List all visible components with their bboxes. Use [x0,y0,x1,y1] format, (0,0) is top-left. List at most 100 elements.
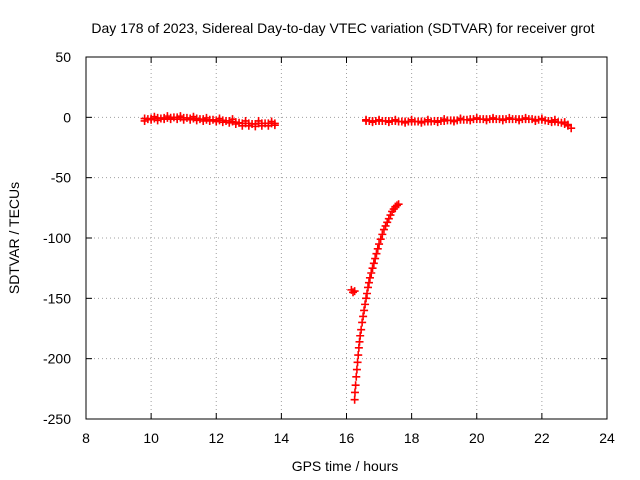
data-point [375,240,384,249]
x-tick-label: 18 [404,430,420,446]
data-point [386,211,395,220]
data-point [433,118,442,127]
data-series-3 [347,200,403,404]
data-point [423,115,432,124]
data-point [466,116,475,125]
x-tick-label: 14 [274,430,290,446]
data-point [378,230,387,239]
data-point [364,278,373,287]
data-point [440,115,449,124]
y-tick-label: -250 [43,411,71,427]
data-point [350,395,359,404]
data-point [140,116,149,125]
data-point [417,118,426,127]
data-point [505,113,514,122]
data-point [215,114,224,123]
data-point [176,112,185,121]
data-point [228,115,237,124]
data-point [384,214,393,223]
data-series-1 [140,112,279,131]
data-point [231,119,240,128]
data-point [372,249,381,258]
data-point [531,116,540,125]
data-point [352,372,361,381]
data-point [563,120,572,129]
x-tick-label: 20 [469,430,485,446]
y-tick-label: -150 [43,290,71,306]
data-point [351,381,360,390]
data-point [163,112,172,121]
x-tick-label: 10 [143,430,159,446]
x-tick-label: 12 [208,430,224,446]
data-point [368,264,377,273]
data-point [401,118,410,127]
x-tick-label: 8 [82,430,90,446]
data-point [521,113,530,122]
data-point [359,312,368,321]
y-tick-labels: -250 -200 -150 -100 -50 0 50 [43,49,71,427]
data-point [362,294,371,303]
data-point [365,273,374,282]
chart-title: Day 178 of 2023, Sidereal Day-to-day VTE… [91,20,594,36]
x-tick-label: 24 [599,430,615,446]
data-point [449,117,458,126]
plot-frame [85,56,608,420]
data-point [371,254,380,263]
data-point [392,201,401,210]
data-point [367,268,376,277]
data-point [368,118,377,127]
data-point [350,388,359,397]
x-tick-label: 16 [339,430,355,446]
data-point [349,288,358,297]
data-point [267,117,276,126]
data-point [489,113,498,122]
grid [86,57,607,419]
data-point [357,325,366,334]
data-point [482,116,491,125]
y-tick-label: 50 [55,49,71,65]
data-point [373,244,382,253]
x-tick-label: 22 [534,430,550,446]
data-point [362,115,371,124]
data-point [383,218,392,227]
y-tick-label: -200 [43,351,71,367]
data-point [358,318,367,327]
y-axis-label: SDTVAR / TECUs [6,182,22,294]
data-point [363,283,372,292]
x-axis-label: GPS time / hours [292,458,399,474]
data-point [379,225,388,234]
data-point [456,114,465,123]
data-point [202,113,211,122]
x-tick-labels: 8 10 12 14 16 18 20 22 24 [82,430,615,446]
y-tick-label: -100 [43,230,71,246]
data-point [361,300,370,309]
data-point [360,306,369,315]
data-point [515,116,524,125]
data-point [354,351,363,360]
data-points [140,112,576,404]
data-point [498,116,507,125]
data-point [352,365,361,374]
data-point [537,114,546,123]
data-point [407,115,416,124]
data-point [384,118,393,127]
data-point [381,221,390,230]
data-point [547,118,556,127]
data-point [472,113,481,122]
data-point [356,331,365,340]
data-point [363,289,372,298]
data-point [376,235,385,244]
data-point [375,115,384,124]
data-point [150,112,159,121]
data-series-2 [362,113,576,133]
y-tick-label: 0 [63,109,71,125]
data-point [241,116,250,125]
data-point [369,259,378,268]
data-point [350,287,359,296]
data-point [391,115,400,124]
y-tick-label: -50 [51,170,71,186]
data-point [189,112,198,121]
data-point [254,116,263,125]
data-point [353,358,362,367]
